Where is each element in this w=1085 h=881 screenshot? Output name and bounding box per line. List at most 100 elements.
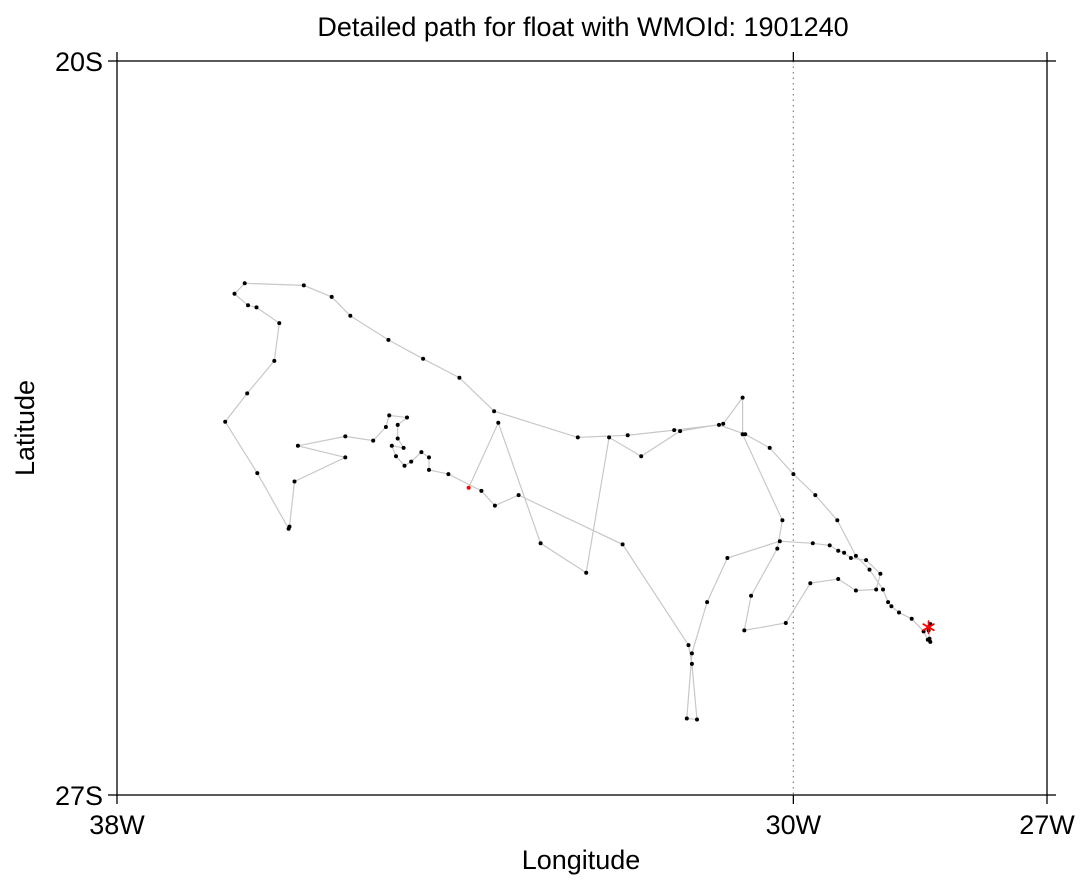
profile-point [245, 391, 250, 396]
profile-point [607, 435, 612, 440]
profile-point [775, 546, 780, 551]
profile-point [874, 587, 879, 592]
y-tick-label: 20S [55, 47, 103, 77]
profile-point [836, 548, 841, 553]
profile-point [395, 422, 400, 427]
profile-point [808, 581, 813, 586]
profile-point [254, 305, 259, 310]
profile-point [743, 432, 748, 437]
profile-point [394, 454, 398, 459]
profile-point [575, 435, 580, 440]
y-axis-label: Latitude [10, 380, 40, 476]
profile-point [791, 472, 796, 477]
chart-title: Detailed path for float with WMOId: 1901… [317, 12, 848, 42]
profile-point [897, 610, 901, 615]
profile-point [705, 600, 710, 605]
profile-point [277, 321, 282, 326]
profile-point [881, 587, 885, 592]
profile-point [678, 429, 683, 434]
profile-point [343, 434, 348, 439]
profile-point [848, 556, 853, 560]
profile-point [446, 472, 451, 477]
profile-point [386, 337, 391, 342]
profile-point [749, 593, 754, 598]
profile-point [927, 636, 932, 641]
profile-point [383, 425, 388, 429]
x-axis-label: Longitude [522, 845, 641, 875]
profile-point [427, 467, 431, 472]
x-tick-label: 30W [766, 810, 822, 840]
profile-point [427, 455, 431, 460]
profile-point [767, 445, 772, 450]
profile-point [813, 493, 818, 498]
profile-point [242, 281, 247, 286]
profile-point [695, 717, 699, 722]
profile-point [387, 413, 392, 418]
profile-point [329, 294, 334, 299]
profile-point [492, 409, 497, 414]
profile-point [295, 443, 300, 448]
plot-area [223, 61, 935, 795]
profile-point [301, 283, 306, 288]
profile-point [405, 415, 409, 420]
x-tick-label: 27W [1019, 810, 1075, 840]
profile-point [479, 488, 484, 493]
profile-point [928, 639, 933, 644]
profile-point [421, 356, 426, 361]
profile-point [343, 455, 348, 460]
profile-point [717, 422, 721, 427]
profile-point [496, 420, 501, 425]
profile-point [625, 433, 630, 438]
profile-point [409, 459, 414, 464]
profile-point [672, 428, 677, 433]
profile-point [457, 375, 462, 380]
profile-point [538, 541, 543, 546]
profile-point [223, 419, 228, 424]
profile-point [272, 358, 277, 363]
profile-point [827, 543, 832, 548]
profile-point [689, 651, 694, 656]
profile-point [246, 303, 250, 308]
profile-point [740, 395, 745, 400]
profile-point [620, 542, 625, 547]
profile-point [853, 588, 858, 593]
profile-point [401, 445, 406, 450]
profile-point [836, 577, 841, 581]
profile-point [777, 539, 782, 544]
profile-point [853, 553, 858, 558]
profile-point [742, 628, 747, 633]
profile-point [909, 616, 914, 621]
profile-point [886, 600, 891, 605]
profile-point [402, 463, 407, 468]
profile-point [286, 526, 291, 531]
profile-point [721, 421, 726, 426]
profile-point [371, 438, 376, 443]
profile-point [492, 503, 497, 508]
profile-point [395, 436, 400, 441]
profile-point [842, 550, 847, 555]
profile-point [835, 518, 840, 523]
float-track-line [224, 282, 932, 721]
profile-point [684, 716, 689, 721]
profile-point [864, 558, 869, 563]
axis-ticks: 38W 30W 27W 20S 27S [55, 47, 1075, 840]
profile-point [389, 443, 394, 448]
profile-point [689, 661, 694, 666]
asterisk-stroke [922, 623, 935, 632]
profile-point [348, 313, 353, 318]
profile-point [686, 643, 691, 648]
profile-point [878, 571, 883, 576]
profile-point [584, 570, 589, 575]
profile-point [516, 493, 521, 498]
profile-point [783, 621, 788, 625]
profile-point [889, 604, 894, 609]
last-position-marker [922, 620, 935, 635]
x-tick-label: 38W [89, 810, 145, 840]
profile-point [810, 541, 815, 546]
first-profile-point [466, 485, 471, 490]
plot-frame [116, 60, 1048, 796]
profile-point [255, 471, 260, 476]
profile-point [232, 291, 237, 296]
